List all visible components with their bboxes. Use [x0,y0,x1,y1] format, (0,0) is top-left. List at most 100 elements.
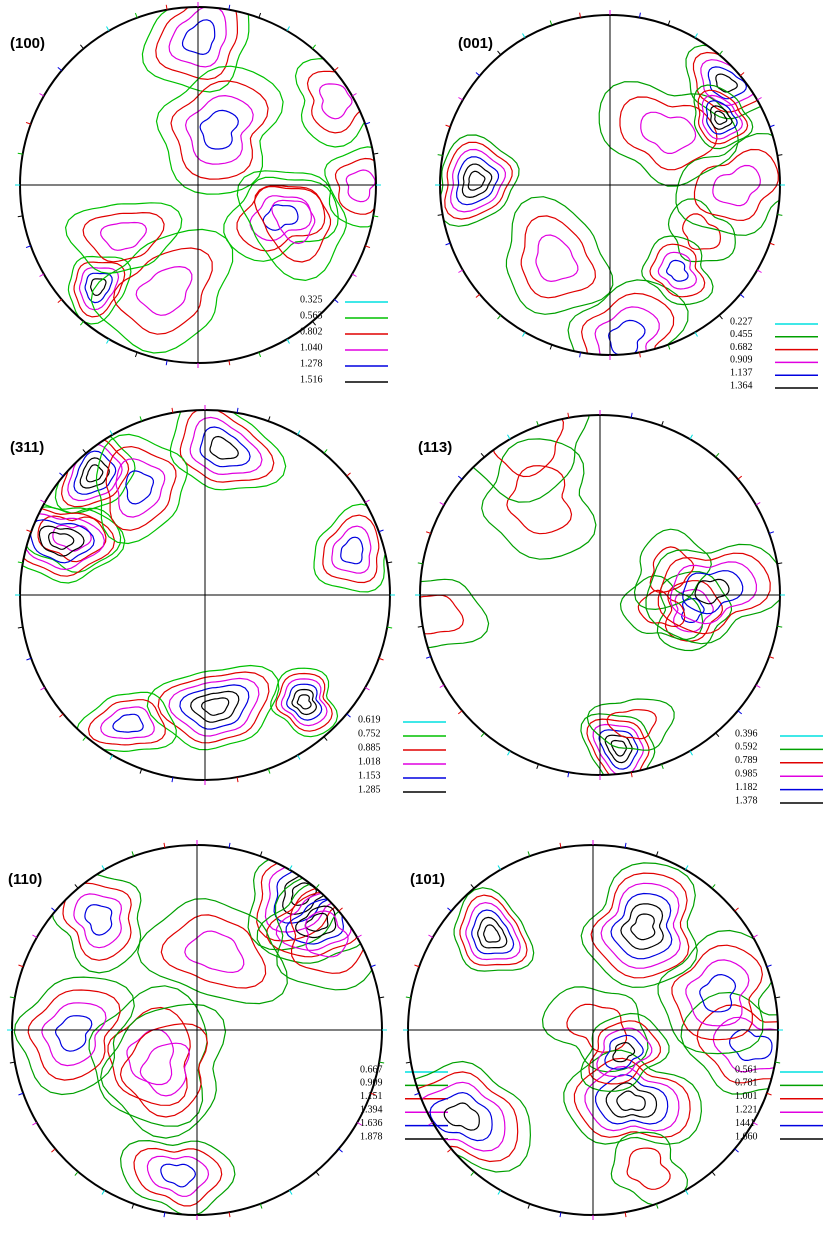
contour-line [82,211,165,263]
contour-line [20,500,126,584]
contour-line [84,904,113,936]
rim-tick [766,964,772,968]
legend-level: 1.182 [735,782,758,793]
rim-tick [756,97,762,101]
rim-tick [711,1171,716,1176]
rim-tick [39,93,45,97]
rim-tick [470,884,475,889]
contour-line [714,110,728,125]
contour-line [253,184,332,263]
rim-tick [370,1092,376,1096]
contour-line [90,228,234,354]
contour-line [137,898,288,1005]
legend-level: 0.781 [735,1078,758,1089]
legend-level: 0.619 [358,714,381,725]
contour-line [29,519,95,564]
contour-line [73,893,123,949]
rim-tick [17,215,23,218]
legend-level: 0.985 [735,768,758,779]
contour-line [681,213,722,250]
rim-tick [414,964,420,968]
rim-tick [365,121,371,125]
rim-tick [536,763,539,770]
legend-level: 0.802 [300,326,323,337]
rim-tick [417,562,423,565]
legend-level: 0.667 [360,1064,383,1075]
legend-level: 1.153 [358,770,381,781]
contour-line [291,688,318,716]
contour-line [586,718,650,775]
contour-line [598,729,639,770]
contour-line [79,457,110,489]
rim-tick [768,531,775,534]
rim-tick [228,360,231,366]
contour-line [506,465,573,535]
rim-tick [639,12,641,18]
contour-line [64,202,183,274]
contour-line [467,170,486,191]
contour-line [236,186,326,252]
legend-level: 0.909 [730,355,753,366]
rim-tick [425,656,432,659]
rim-tick [777,562,783,565]
contour-line [594,306,660,355]
contour-line [712,164,761,207]
rim-tick [536,420,539,427]
panel-label: (110) [8,871,42,888]
contour-line [112,713,144,733]
rim-tick [439,684,445,688]
contour-line [453,887,535,972]
legend-level: 0.561 [735,1064,758,1075]
contour-line [99,221,148,251]
rim-tick [405,996,411,999]
rim-tick [737,475,743,480]
rim-tick [437,154,443,156]
rim-tick [766,1092,772,1096]
rim-tick [559,1212,562,1218]
rim-tick [334,66,339,71]
rim-tick [480,732,485,738]
rim-tick [315,1171,320,1176]
legend-level: 1.660 [735,1131,758,1142]
rim-tick [312,321,317,326]
rim-tick [694,331,698,337]
contour-line [75,691,177,753]
rim-tick [346,713,351,718]
contour-line [190,690,240,723]
contour-line [520,215,597,299]
rim-tick [109,430,113,436]
contour-line [179,684,250,730]
rim-tick [458,97,464,101]
contours [64,7,376,354]
legend-level: 0.789 [735,755,758,766]
rim-tick [667,344,671,350]
contour-line [443,1102,480,1131]
contour-line [693,148,779,222]
legend-level: 1.151 [360,1091,383,1102]
pole-figure: (101) 0.561 0.781 1.001 1.221 1441 1.660 [403,840,823,1220]
contour-line [155,7,238,81]
rim-tick [507,434,511,440]
contour-line [184,930,245,974]
contour-line [664,580,724,642]
contour-line [616,1090,646,1112]
rim-tick [365,245,371,249]
rim-tick [51,907,56,912]
contour-line [612,1041,636,1063]
contour-line [408,1071,519,1163]
rim-tick [57,66,62,71]
rim-tick [497,50,502,56]
contour-line [126,1028,175,1086]
rim-tick [165,360,168,366]
rim-tick [445,242,451,246]
rim-tick [711,884,716,889]
rim-tick [439,502,445,506]
rim-tick [228,842,231,848]
contour-line [606,709,657,740]
contour-line [20,512,106,571]
contour-line [209,435,239,460]
contour-line [189,416,263,476]
contour-line [331,525,372,574]
legend-level: 0.455 [730,329,753,340]
